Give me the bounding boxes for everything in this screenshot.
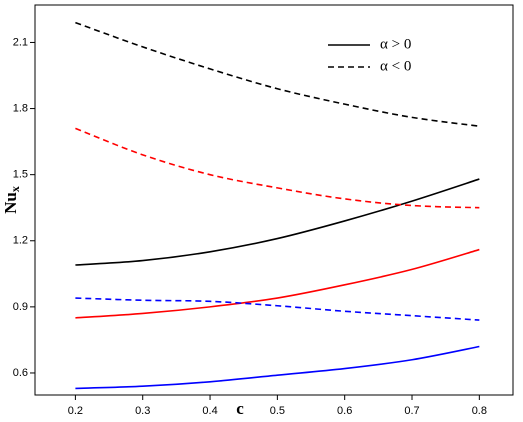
y-tick-label: 0.9 <box>13 301 28 313</box>
x-tick-label: 0.5 <box>270 405 285 417</box>
x-axis-label: c <box>236 399 244 418</box>
line-series <box>75 297 480 321</box>
line-series <box>75 127 480 209</box>
x-tick-label: 0.7 <box>404 405 419 417</box>
line-series <box>75 21 480 127</box>
line-series <box>75 248 480 319</box>
plot-frame <box>34 4 514 396</box>
legend-label: α > 0 <box>380 36 411 52</box>
y-tick-label: 2.1 <box>13 36 28 48</box>
y-axis-label-main: Nu <box>1 192 20 214</box>
x-tick-label: 0.2 <box>68 405 83 417</box>
y-tick-label: 1.5 <box>13 169 28 181</box>
y-tick-label: 1.2 <box>13 235 28 247</box>
y-tick-label: 0.6 <box>13 367 28 379</box>
x-tick-label: 0.6 <box>337 405 352 417</box>
x-tick-label: 0.8 <box>472 405 487 417</box>
line-series <box>75 345 480 390</box>
x-tick-label: 0.4 <box>202 405 217 417</box>
y-axis-label-sub: x <box>8 186 22 192</box>
y-tick-label: 1.8 <box>13 102 28 114</box>
legend-label: α < 0 <box>380 58 411 74</box>
x-tick-label: 0.3 <box>135 405 150 417</box>
line-series <box>75 178 480 266</box>
y-axis-label: Nux <box>1 186 22 214</box>
